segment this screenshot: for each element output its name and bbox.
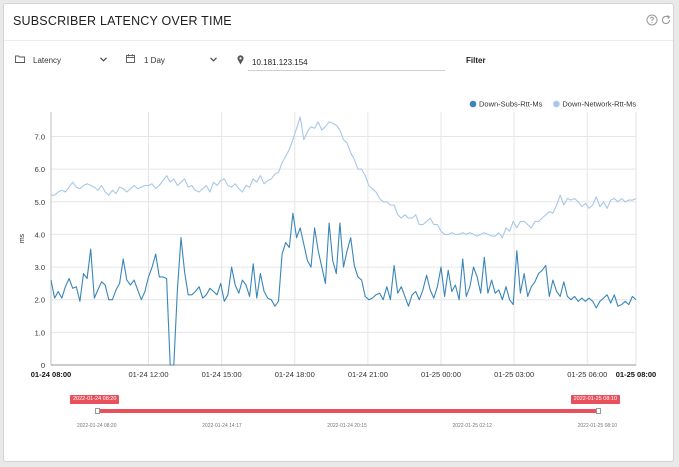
filter-button[interactable]: Filter — [466, 56, 486, 65]
folder-icon — [15, 55, 25, 63]
range-axis-date: 2022-01-24 14:17 — [202, 423, 242, 429]
range-start-handle[interactable] — [95, 408, 100, 414]
y-tick-label: 6.0 — [35, 165, 45, 174]
panel-header: SUBSCRIBER LATENCY OVER TIME — [4, 4, 673, 41]
legend-marker — [469, 100, 477, 108]
y-tick-label: 0 — [41, 361, 45, 370]
y-tick-label: 3.0 — [35, 263, 45, 272]
legend-marker — [553, 100, 560, 108]
range-axis-date: 2022-01-24 08:20 — [77, 423, 117, 429]
calendar-icon — [126, 54, 135, 63]
location-pin-icon — [237, 55, 244, 65]
series-line-down-network-rtt-ms — [51, 116, 637, 239]
x-tick-label: 01-25 06:00 — [567, 370, 607, 379]
ip-address-input[interactable] — [248, 54, 445, 71]
range-end-handle[interactable] — [595, 408, 601, 414]
latency-panel: SUBSCRIBER LATENCY OVER TIME Latency 1 D… — [3, 3, 674, 462]
filter-toolbar: Latency 1 Day Filter — [4, 48, 673, 76]
x-tick-label: 01-24 15:00 — [202, 370, 242, 379]
y-tick-label: 1.0 — [35, 328, 45, 337]
y-tick-label: 7.0 — [35, 132, 45, 141]
x-tick-label: 01-24 08:00 — [31, 370, 71, 379]
x-tick-label: 01-24 12:00 — [128, 370, 168, 379]
y-axis-label: ms — [19, 233, 26, 243]
y-tick-label: 4.0 — [35, 230, 45, 239]
x-tick-label: 01-25 08:00 — [616, 370, 656, 379]
chevron-down-icon[interactable] — [100, 57, 107, 62]
range-axis-date: 2022-01-24 20:15 — [327, 423, 367, 429]
chevron-down-icon[interactable] — [210, 57, 217, 62]
help-circle-icon[interactable] — [646, 14, 658, 26]
range-axis-date: 2022-01-25 02:12 — [452, 423, 492, 429]
refresh-icon[interactable] — [660, 14, 672, 26]
range-start-label: 2022-01-24 08:20 — [70, 395, 120, 404]
page-title: SUBSCRIBER LATENCY OVER TIME — [13, 14, 232, 28]
x-tick-label: 01-25 00:00 — [421, 370, 461, 379]
x-tick-label: 01-24 18:00 — [275, 370, 315, 379]
range-axis-date: 2022-01-25 08:10 — [577, 423, 618, 429]
range-track[interactable] — [97, 409, 598, 413]
x-tick-label: 01-25 03:00 — [494, 370, 534, 379]
legend-label[interactable]: Down-Network-Rtt-Ms — [562, 100, 636, 109]
period-select[interactable]: 1 Day — [144, 56, 165, 65]
metric-select-value: Latency — [33, 56, 62, 65]
y-tick-label: 2.0 — [35, 296, 45, 305]
legend-label[interactable]: Down-Subs-Rtt-Ms — [479, 100, 543, 109]
series-line-down-subs-rtt-ms — [50, 212, 637, 366]
range-end-label: 2022-01-25 08:10 — [570, 395, 621, 404]
metric-select[interactable]: Latency — [33, 56, 61, 65]
latency-chart: 0 1.0 2.0 3.0 4.0 5.0 6.0 7.0 01-24 08:00 01-24 1… — [19, 100, 656, 379]
period-select-value: 1 Day — [144, 56, 165, 65]
x-tick-label: 01-24 21:00 — [348, 370, 388, 379]
y-tick-label: 5.0 — [35, 198, 45, 207]
